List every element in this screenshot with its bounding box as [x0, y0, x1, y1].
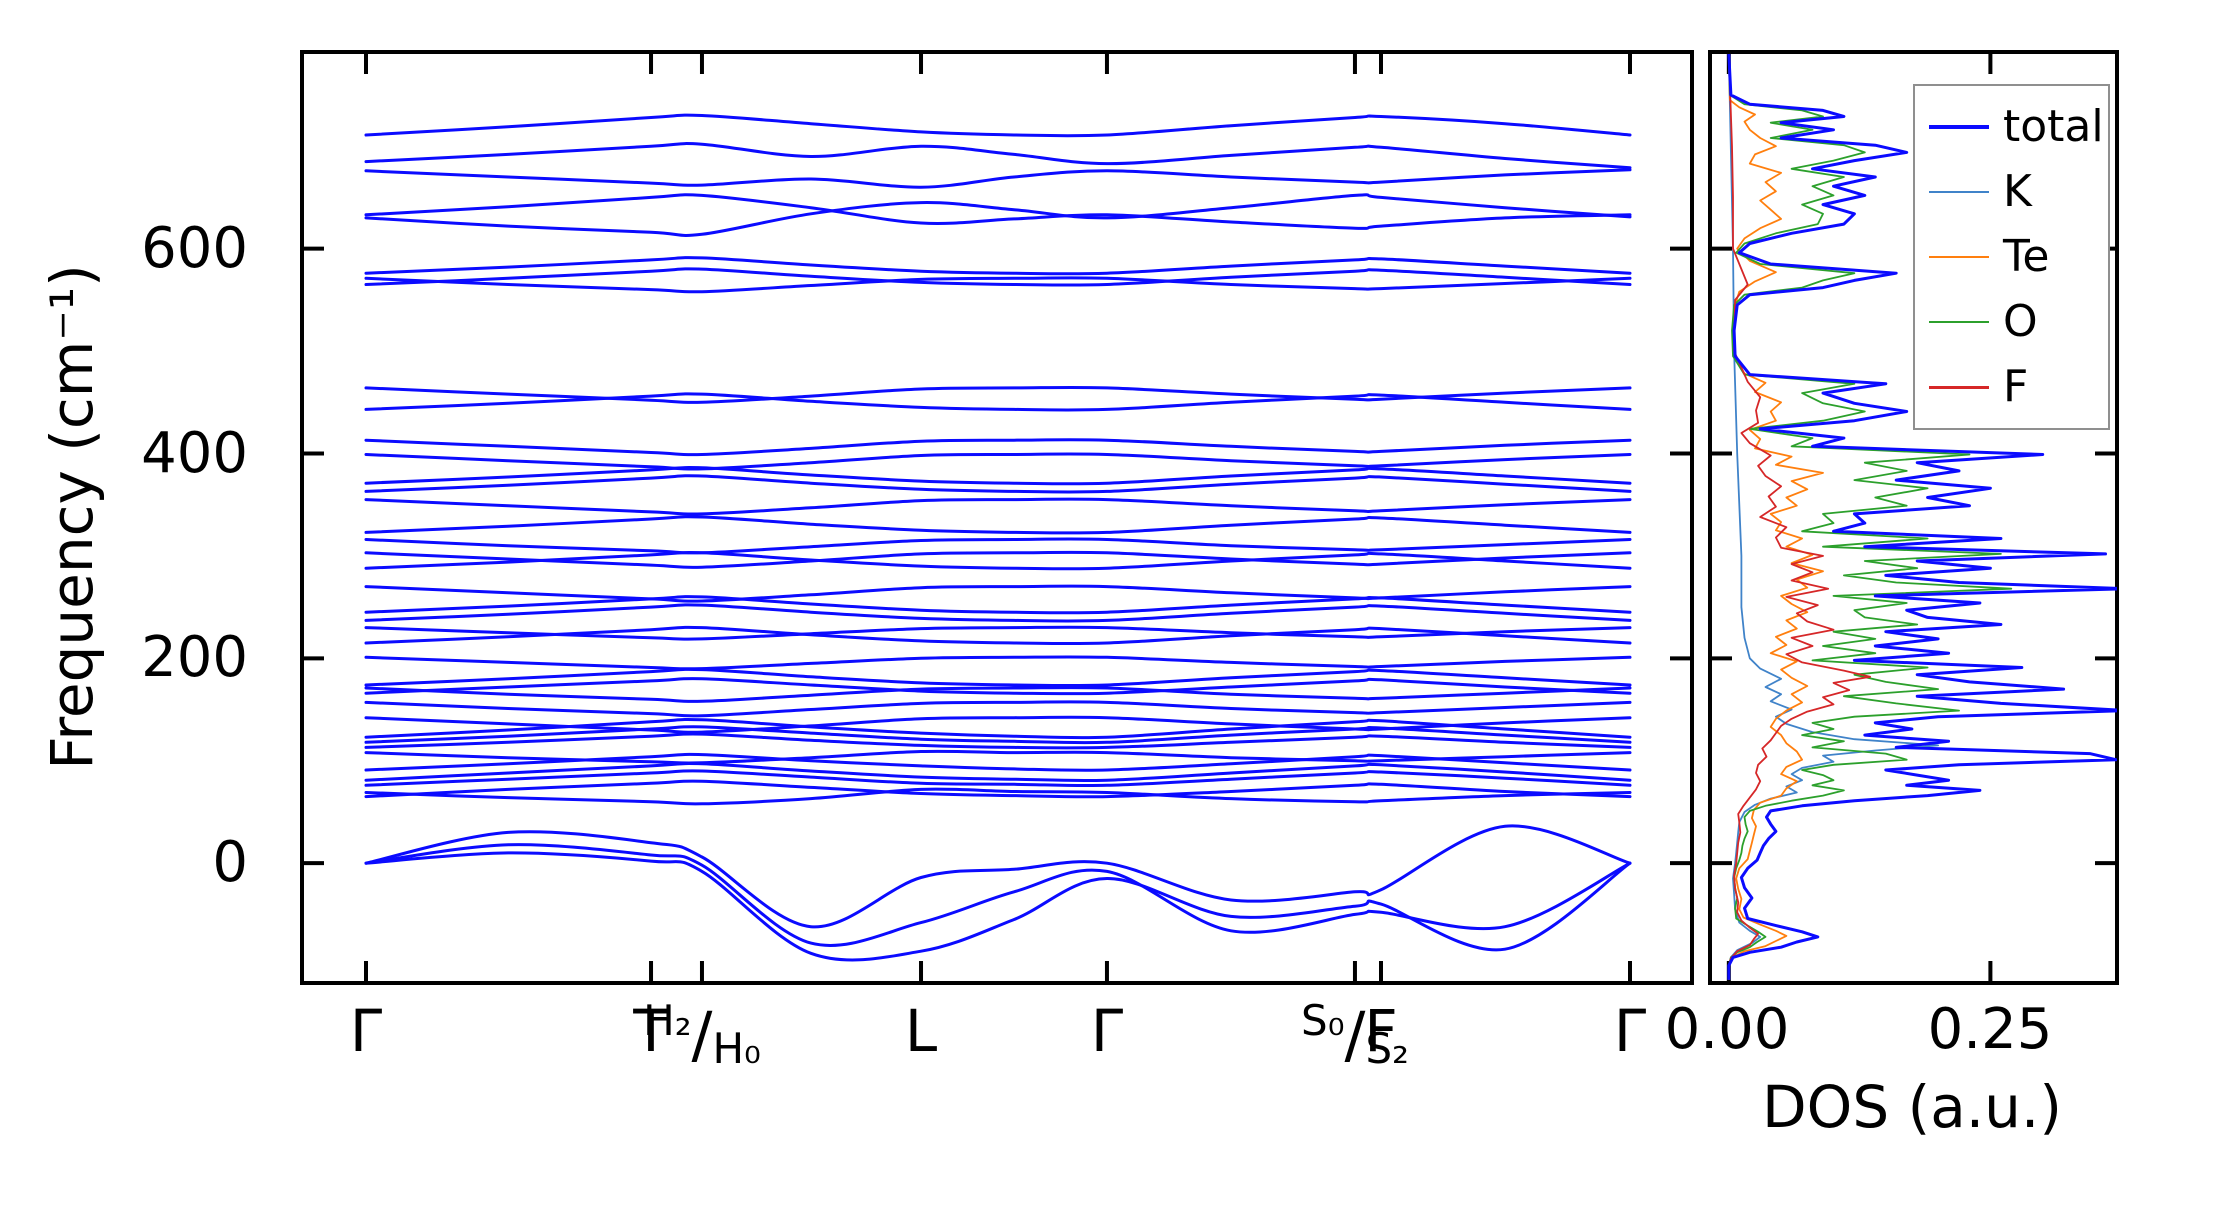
legend-label-K: K	[2003, 165, 2032, 217]
kpoint-gamma-1: Γ	[349, 997, 383, 1065]
dos-legend: total K Te O F	[1913, 84, 2110, 430]
ytick-0: 0	[212, 830, 248, 895]
kpoint-H2-H0: H₂ / H₀	[643, 996, 761, 1070]
legend-entry-K: K	[1929, 165, 2108, 217]
legend-line-Te	[1929, 255, 1989, 259]
phonon-band-line	[364, 551, 1632, 571]
ytick-600: 600	[141, 216, 248, 281]
phonon-band-line	[364, 677, 1632, 696]
dos-axis-label: DOS (a.u.)	[1762, 1073, 2062, 1141]
kpoint-L: L	[904, 997, 938, 1065]
phonon-band-line	[364, 843, 1632, 947]
phonon-band-line	[364, 193, 1632, 237]
legend-label-total: total	[2003, 100, 2104, 152]
phonon-band-line	[364, 537, 1632, 555]
phonon-band-line	[364, 142, 1632, 170]
kpoint-H2-H0-numerator: H₂	[643, 996, 692, 1045]
phonon-band-line	[364, 584, 1632, 603]
ytick-400: 400	[141, 421, 248, 486]
phonon-band-line	[364, 769, 1632, 788]
phonon-band-line	[364, 667, 1632, 688]
phonon-band-line	[364, 752, 1632, 772]
phonon-band-line	[364, 392, 1632, 412]
frequency-axis-label: Frequency (cm⁻¹)	[38, 264, 106, 770]
phonon-band-line	[364, 466, 1632, 486]
kpoint-T: T	[633, 997, 669, 1065]
kpoint-F: F	[1364, 997, 1398, 1065]
phonon-band-line	[364, 474, 1632, 494]
phonon-band-line	[364, 452, 1632, 471]
dos-curve-F	[1727, 53, 1871, 980]
phonon-band-line	[364, 113, 1632, 138]
phonon-band-line	[364, 550, 1632, 569]
dos-xtick-0.00: 0.00	[1664, 997, 1790, 1062]
kpoint-S0-S2: S₀ / S₂	[1301, 996, 1409, 1070]
legend-line-K	[1929, 190, 1989, 194]
phonon-band-line	[364, 851, 1632, 962]
phonon-band-line	[364, 515, 1632, 535]
legend-entry-Te: Te	[1929, 230, 2108, 282]
legend-label-O: O	[2003, 296, 2038, 348]
legend-label-Te: Te	[2003, 230, 2050, 282]
phonon-band-line	[364, 497, 1632, 516]
kpoint-gamma-2: Γ	[1090, 997, 1124, 1065]
phonon-band-line	[364, 700, 1632, 718]
phonon-band-line	[364, 267, 1632, 287]
dos-xtick-0.25: 0.25	[1927, 997, 2053, 1062]
dos-axes-frame	[1708, 50, 2119, 985]
phonon-band-line	[364, 256, 1632, 276]
phonon-band-line	[364, 732, 1632, 750]
phonon-band-line	[364, 779, 1632, 799]
legend-line-total	[1929, 124, 1989, 129]
ytick-200: 200	[141, 625, 248, 690]
legend-entry-O: O	[1929, 300, 2108, 344]
kpoint-S0-S2-numerator: S₀	[1301, 996, 1345, 1045]
phonon-band-line	[364, 385, 1632, 404]
phonon-band-line	[364, 168, 1632, 189]
phonon-band-line	[364, 193, 1632, 230]
phonon-band-line	[364, 686, 1632, 703]
phonon-band-line	[364, 749, 1632, 765]
dos-curve-Te	[1727, 53, 1824, 980]
legend-entry-F: F	[1929, 365, 2108, 409]
phonon-band-line	[364, 625, 1632, 641]
dos-curve-total	[1727, 53, 2117, 980]
phonon-band-line	[364, 717, 1632, 740]
legend-entry-total: total	[1929, 100, 2108, 152]
phonon-band-line	[364, 824, 1632, 929]
legend-line-O	[1929, 320, 1989, 324]
phonon-band-line	[364, 715, 1632, 734]
dos-curve-O	[1727, 53, 2013, 980]
kpoint-S0-S2-slash: /	[1344, 998, 1366, 1071]
phonon-band-line	[364, 438, 1632, 457]
phonon-band-line	[364, 276, 1632, 294]
kpoint-gamma-3: Γ	[1613, 997, 1647, 1065]
band-axes-frame	[300, 50, 1694, 985]
phonon-band-line	[364, 762, 1632, 783]
phonon-band-line	[364, 625, 1632, 646]
kpoint-S0-S2-denominator: S₂	[1365, 1024, 1409, 1073]
legend-label-F: F	[2003, 361, 2029, 413]
phonon-band-line	[364, 787, 1632, 806]
legend-line-F	[1929, 386, 1989, 389]
kpoint-H2-H0-denominator: H₀	[712, 1024, 761, 1073]
phonon-band-line	[364, 603, 1632, 623]
kpoint-H2-H0-slash: /	[691, 998, 713, 1071]
phonon-band-line	[364, 655, 1632, 671]
